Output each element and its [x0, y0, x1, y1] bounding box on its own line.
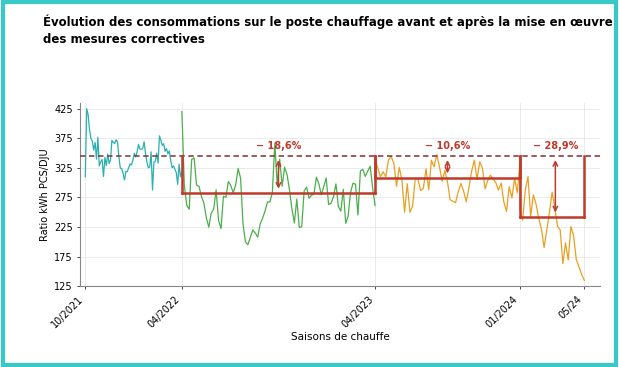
X-axis label: Saisons de chauffe: Saisons de chauffe	[291, 332, 390, 342]
Text: − 28,9%: − 28,9%	[533, 141, 578, 151]
Y-axis label: Ratio kWh PCS/DJU: Ratio kWh PCS/DJU	[40, 148, 50, 241]
Legend: Saison 2021-2022, Saison 2022-2023, Saison 2023-2024, kWh PCS/DJU: Saison 2021-2022, Saison 2022-2023, Sais…	[145, 361, 535, 367]
Text: − 10,6%: − 10,6%	[425, 141, 470, 151]
Text: − 18,6%: − 18,6%	[256, 141, 301, 151]
Text: Évolution des consommations sur le poste chauffage avant et après la mise en œuv: Évolution des consommations sur le poste…	[43, 15, 613, 46]
